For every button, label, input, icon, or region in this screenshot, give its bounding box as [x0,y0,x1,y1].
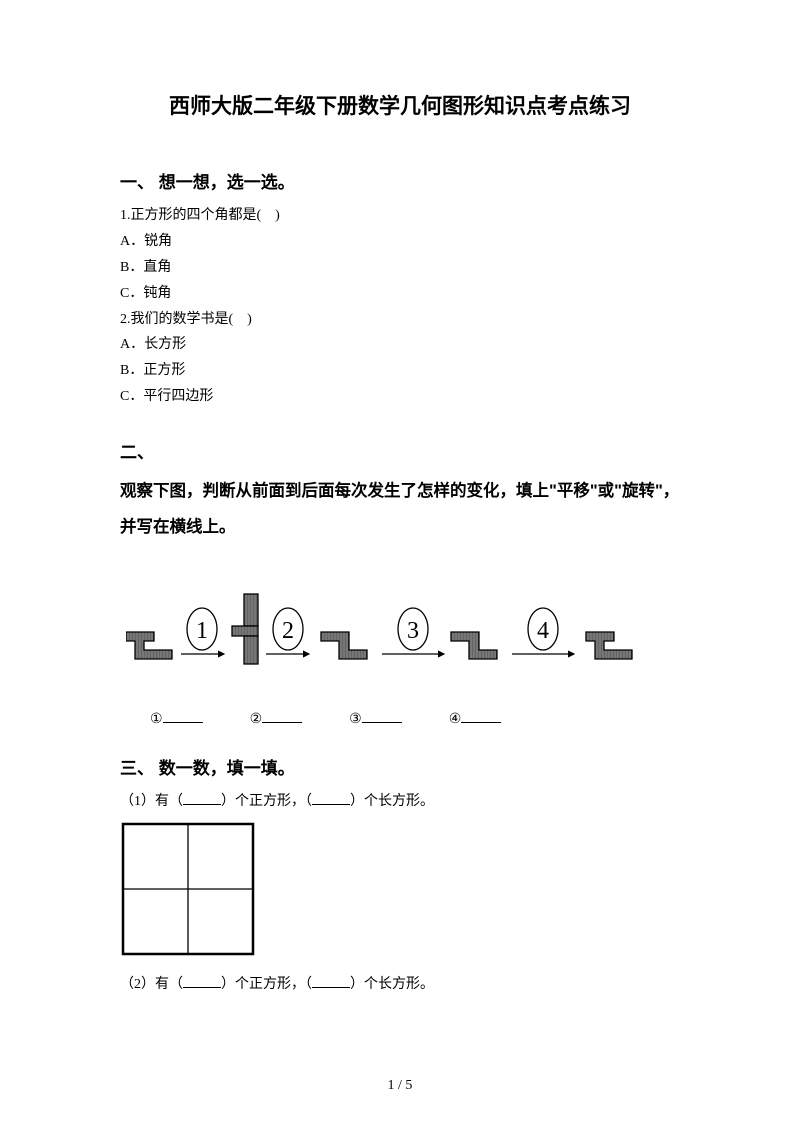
blank-3[interactable] [362,709,402,723]
blank-sq2[interactable] [183,974,221,988]
shapes-row: 1 2 3 4 [120,574,680,689]
q1-opt-c: C．钝角 [120,281,680,307]
q1-opt-a: A．锐角 [120,229,680,255]
zshape-sequence-svg: 1 2 3 4 [126,574,666,684]
page-footer: 1 / 5 [0,1078,800,1094]
blank-1[interactable] [163,709,203,723]
q3-2: （2）有（ ）个正方形，（ ）个长方形。 [120,972,680,998]
q2-opt-c: C．平行四边形 [120,384,680,410]
ans-1-label: ① [150,711,163,728]
q2-stem: 2.我们的数学书是( ) [120,307,680,333]
section3-heading: 三、 数一数，填一填。 [120,754,680,779]
q2-opt-b: B．正方形 [120,358,680,384]
q3-1: （1）有（ ）个正方形，（ ）个长方形。 [120,789,680,815]
q2-opt-a: A．长方形 [120,332,680,358]
page-root: 西师大版二年级下册数学几何图形知识点考点练习 一、 想一想，选一选。 1.正方形… [0,0,800,1038]
blank-2[interactable] [262,709,302,723]
ans-2-label: ② [250,711,263,728]
blank-rc2[interactable] [312,974,350,988]
blank-4[interactable] [461,709,501,723]
q3-2c: ）个长方形。 [350,977,434,992]
q3-2a: （2）有（ [120,977,183,992]
q3-1b: ）个正方形，（ [221,794,312,809]
section2-instruction: 观察下图，判断从前面到后面每次发生了怎样的变化，填上"平移"或"旋转"，并写在横… [120,473,680,546]
q3-1c: ）个长方形。 [350,794,434,809]
blank-sq1[interactable] [183,791,221,805]
circled-1: 1 [196,618,208,644]
blank-rc1[interactable] [312,791,350,805]
ans-3-label: ③ [349,711,362,728]
q1-stem: 1.正方形的四个角都是( ) [120,203,680,229]
q3-2b: ）个正方形，（ [221,977,312,992]
grid-figure [120,821,680,966]
page-title: 西师大版二年级下册数学几何图形知识点考点练习 [120,90,680,120]
q3-1a: （1）有（ [120,794,183,809]
q1-opt-b: B．直角 [120,255,680,281]
ans-4-label: ④ [449,711,462,728]
circled-4: 4 [537,618,549,644]
circled-2: 2 [282,618,294,644]
circled-3: 3 [407,618,419,644]
section2-answer-row: ① ② ③ ④ [120,709,680,728]
grid-svg [120,821,260,961]
section2-heading: 二、 [120,438,680,463]
section1-heading: 一、 想一想，选一选。 [120,168,680,193]
